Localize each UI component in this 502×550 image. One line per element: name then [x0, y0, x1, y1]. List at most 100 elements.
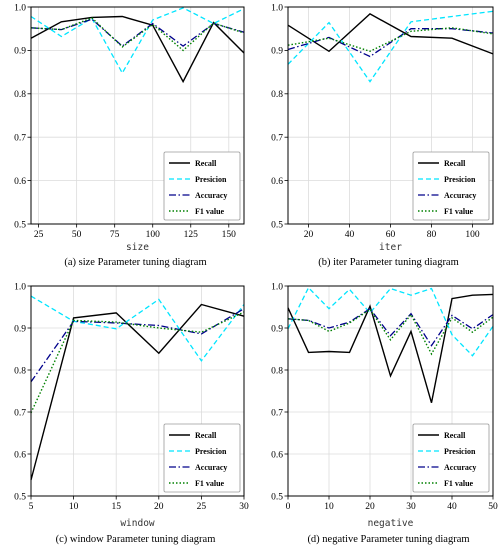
legend-label: Presicion — [195, 447, 227, 456]
y-tick-label: 0.6 — [271, 450, 283, 460]
legend: Recall Presicion Accuracy F1 value — [412, 151, 490, 221]
y-tick-label: 0.8 — [271, 90, 283, 100]
x-tick-label: 20 — [154, 502, 164, 512]
legend-box — [163, 151, 241, 221]
series-line-recall — [30, 303, 245, 481]
y-tick-label: 0.6 — [14, 450, 26, 460]
x-tick-label: 100 — [465, 230, 480, 240]
plot-frame — [30, 285, 245, 497]
chart-panel-2: 20 40 60 80 100 0.5 0.6 0.7 0.8 0.9 1.0 iter (b) ite… — [271, 3, 494, 268]
x-axis-label: iter — [379, 242, 402, 253]
y-tick-label: 0.9 — [14, 47, 26, 57]
legend-label: Presicion — [444, 175, 476, 184]
x-axis-label: window — [120, 518, 155, 529]
x-tick-label: 25 — [34, 230, 44, 240]
legend-label: F1 value — [195, 479, 225, 488]
chart-caption: (b) iter Parameter tuning diagram — [318, 257, 459, 268]
x-tick-label: 5 — [29, 502, 34, 512]
series-line-accuracy — [30, 308, 245, 383]
y-tick-label: 0.5 — [271, 492, 283, 502]
y-tick-label: 0.5 — [271, 220, 283, 230]
series-line-presicion — [287, 10, 494, 83]
legend-label: Recall — [195, 431, 217, 440]
legend: Recall Presicion Accuracy F1 value — [412, 423, 490, 493]
y-tick-label: 1.0 — [271, 3, 283, 13]
y-tick-label: 0.6 — [14, 177, 26, 187]
chart-panel-4: 0 10 20 30 40 50 0.5 0.6 0.7 0.8 0.9 1.0 negative (d)… — [271, 282, 498, 545]
series-line-accuracy — [287, 307, 494, 347]
x-tick-label: 150 — [222, 230, 237, 240]
y-tick-label: 1.0 — [14, 282, 26, 292]
legend: Recall Presicion Accuracy F1 value — [163, 151, 241, 221]
x-tick-label: 60 — [386, 230, 396, 240]
series-line-f1-value — [30, 311, 245, 414]
y-tick-label: 0.9 — [14, 324, 26, 334]
x-tick-label: 0 — [286, 502, 291, 512]
x-tick-label: 40 — [345, 230, 355, 240]
x-tick-label: 30 — [239, 502, 249, 512]
legend-label: Presicion — [444, 447, 476, 456]
legend-box — [412, 151, 490, 221]
x-tick-label: 30 — [406, 502, 416, 512]
legend-label: Recall — [444, 431, 466, 440]
legend-box — [163, 423, 241, 493]
y-tick-label: 0.7 — [271, 408, 283, 418]
legend-box — [412, 423, 490, 493]
x-tick-label: 10 — [324, 502, 334, 512]
x-tick-label: 50 — [72, 230, 82, 240]
y-tick-label: 0.9 — [271, 324, 283, 334]
legend-label: F1 value — [444, 479, 474, 488]
x-tick-label: 75 — [110, 230, 120, 240]
chart-panel-3: 5 10 15 20 25 30 0.5 0.6 0.7 0.8 0.9 1.0 window (c) w… — [14, 282, 249, 545]
x-tick-label: 20 — [365, 502, 375, 512]
legend-label: Accuracy — [444, 463, 476, 472]
series-line-recall — [30, 15, 245, 84]
y-tick-label: 0.8 — [14, 366, 26, 376]
legend-label: Recall — [195, 159, 217, 168]
series-line-presicion — [287, 286, 494, 357]
x-tick-label: 10 — [69, 502, 79, 512]
y-tick-label: 0.6 — [271, 177, 283, 187]
chart-caption: (a) size Parameter tuning diagram — [64, 257, 206, 268]
series-line-presicion — [30, 7, 245, 75]
y-tick-label: 0.5 — [14, 220, 26, 230]
series-line-recall — [287, 293, 494, 403]
legend-label: F1 value — [444, 207, 474, 216]
series-line-accuracy — [30, 18, 245, 47]
x-tick-label: 100 — [146, 230, 161, 240]
plot-frame — [287, 285, 494, 497]
y-tick-label: 0.9 — [271, 47, 283, 57]
x-tick-label: 40 — [447, 502, 457, 512]
series-line-recall — [287, 13, 494, 55]
series-line-presicion — [30, 295, 245, 362]
legend-label: Presicion — [195, 175, 227, 184]
legend-label: Accuracy — [444, 191, 476, 200]
series-line-accuracy — [287, 28, 494, 58]
plot-frame — [30, 6, 245, 225]
y-tick-label: 0.7 — [271, 134, 283, 144]
legend-label: Accuracy — [195, 463, 227, 472]
legend-label: Accuracy — [195, 191, 227, 200]
x-axis-label: negative — [368, 518, 414, 529]
y-tick-label: 1.0 — [271, 282, 283, 292]
chart-caption: (c) window Parameter tuning diagram — [56, 534, 216, 545]
y-tick-label: 0.7 — [14, 408, 26, 418]
series-line-f1-value — [287, 308, 494, 356]
x-tick-label: 25 — [197, 502, 207, 512]
y-tick-label: 0.5 — [14, 492, 26, 502]
y-tick-label: 0.7 — [14, 134, 26, 144]
series-line-f1-value — [30, 17, 245, 52]
x-axis-label: size — [126, 242, 149, 253]
x-tick-label: 125 — [184, 230, 199, 240]
legend: Recall Presicion Accuracy F1 value — [163, 423, 241, 493]
x-tick-label: 80 — [427, 230, 437, 240]
chart-caption: (d) negative Parameter tuning diagram — [307, 534, 469, 545]
legend-label: Recall — [444, 159, 466, 168]
x-tick-label: 50 — [488, 502, 498, 512]
y-tick-label: 1.0 — [14, 3, 26, 13]
chart-panel-1: 25 50 75 100 125 150 0.5 0.6 0.7 0.8 0.9 1.0 size (a)… — [14, 3, 245, 268]
y-tick-label: 0.8 — [271, 366, 283, 376]
legend-label: F1 value — [195, 207, 225, 216]
x-tick-label: 15 — [111, 502, 121, 512]
